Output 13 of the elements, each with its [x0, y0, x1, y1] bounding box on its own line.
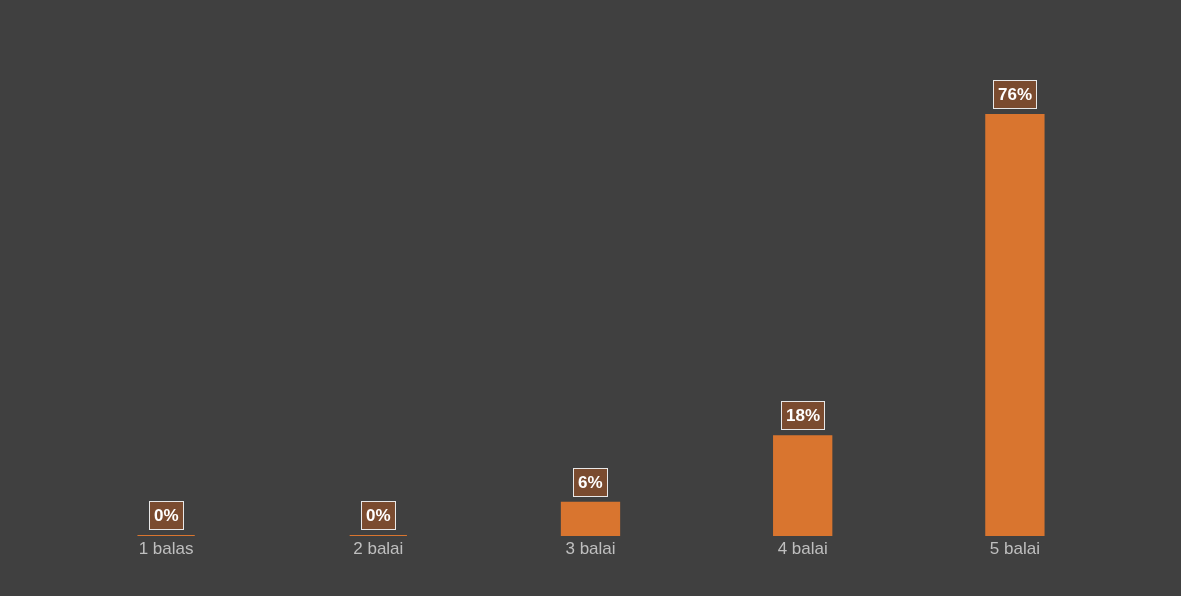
- x-tick-label: 1 balas: [138, 539, 194, 558]
- x-tick-label: 4 balai: [777, 539, 828, 558]
- x-tick-label: 3 balai: [565, 539, 616, 558]
- bar: [773, 435, 833, 536]
- data-label: 18%: [786, 406, 821, 425]
- data-label: 76%: [998, 85, 1033, 104]
- bar: [560, 501, 621, 536]
- data-label: 0%: [366, 506, 391, 525]
- bar: [985, 114, 1045, 536]
- x-tick-label: 5 balai: [989, 539, 1040, 558]
- data-label: 6%: [578, 473, 603, 492]
- data-label: 0%: [154, 506, 179, 525]
- x-tick-label: 2 balai: [353, 539, 404, 558]
